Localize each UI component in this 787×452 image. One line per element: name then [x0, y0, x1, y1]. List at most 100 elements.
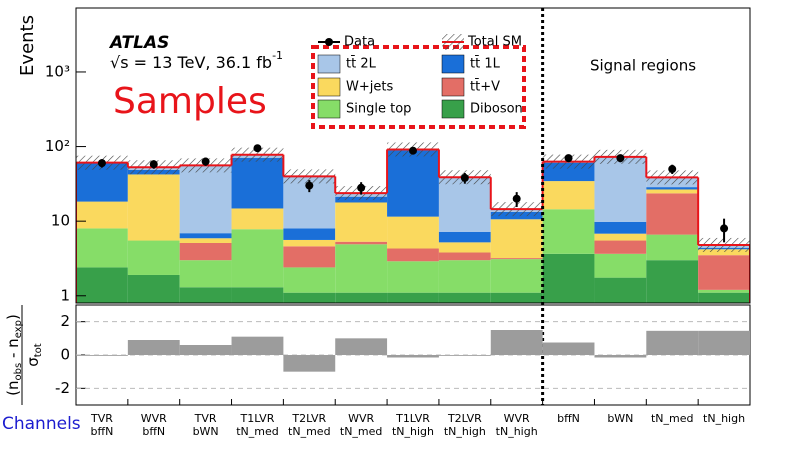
bar-segment — [438, 177, 491, 232]
bar-segment — [127, 240, 180, 275]
y-tick-label: 10 — [51, 212, 70, 230]
legend-label: Single top — [346, 102, 411, 117]
ratio-y-tick-label: -2 — [55, 379, 70, 397]
legend-label: tt̄ 2L — [346, 56, 377, 71]
x-tick-label: T2LVR — [291, 412, 326, 425]
data-point — [149, 160, 158, 169]
data-point — [357, 183, 366, 192]
data-point — [409, 146, 417, 155]
legend-label: W+jets — [346, 80, 393, 95]
y-axis-label: Events — [17, 15, 38, 76]
bar-segment — [542, 209, 595, 254]
samples-label: Samples — [113, 81, 267, 122]
data-point — [668, 165, 677, 174]
x-tick-label: tN_med — [236, 425, 279, 438]
bar-segment — [698, 249, 750, 256]
bar-segment — [438, 242, 491, 253]
x-tick-label: T1LVR — [240, 412, 275, 425]
ratio-bar — [646, 330, 699, 355]
y-tick-label: 10³ — [45, 62, 70, 80]
x-tick-label: WVR — [348, 412, 374, 425]
bar-segment — [127, 274, 180, 303]
bar-segment — [231, 208, 284, 230]
ratio-y-label: (nobs - nexp) σtot — [4, 305, 44, 405]
bar-segment — [387, 292, 439, 303]
bar-segment — [594, 253, 647, 278]
bar-segment — [387, 261, 439, 293]
bar-segment — [283, 292, 336, 303]
bar-segment — [127, 174, 180, 241]
bar-segment — [594, 240, 647, 254]
legend-swatch — [317, 77, 341, 97]
bar-segment — [490, 219, 543, 259]
data-point — [564, 154, 573, 163]
experiment-label: ATLAS — [108, 33, 169, 53]
ratio-bar — [76, 355, 128, 356]
bar-segment — [490, 292, 543, 303]
x-tick-label: tN_med — [340, 425, 383, 438]
energy-label: √s = 13 TeV, 36.1 fb-1 — [110, 49, 283, 72]
legend-label: tt̄ 1L — [470, 56, 501, 71]
bar-segment — [231, 287, 284, 303]
bar-segment — [179, 260, 232, 288]
legend-swatch — [441, 77, 465, 97]
y-tick-label: 1 — [60, 286, 70, 304]
x-tick-label: bWN — [193, 425, 219, 438]
legend-label: Total SM — [467, 35, 522, 50]
ratio-bar — [387, 355, 439, 358]
bar-segment — [76, 201, 128, 229]
bar-segment — [438, 231, 491, 243]
ratio-bar — [490, 330, 543, 355]
bar-segment — [179, 242, 232, 261]
x-axis-label: Channels — [2, 414, 81, 434]
data-point — [512, 194, 521, 203]
bar-segment — [231, 157, 284, 209]
bar-segment — [698, 289, 750, 293]
x-tick-label: bffN — [557, 412, 580, 425]
legend-total-hatch — [442, 42, 464, 50]
legend-swatch — [317, 99, 341, 119]
x-tick-label: tN_med — [651, 412, 694, 425]
bar-segment — [283, 239, 336, 247]
bar-segment — [335, 202, 388, 242]
x-tick-label: TVR — [194, 412, 217, 425]
bar-segment — [179, 238, 232, 243]
ratio-bar — [335, 338, 388, 355]
x-tick-label: WVR — [141, 412, 167, 425]
ratio-bar — [542, 342, 595, 355]
ratio-bar — [283, 355, 336, 372]
ratio-y-label-numerator: (nobs - nexp) — [4, 314, 25, 396]
legend-label: Data — [344, 35, 375, 50]
ratio-bar — [594, 355, 647, 358]
legend-swatch — [317, 54, 341, 74]
x-tick-label: tN_high — [392, 425, 434, 438]
regions-label: Signal regions — [590, 57, 696, 75]
bar-segment — [646, 187, 699, 190]
ratio-y-tick-label: 2 — [60, 312, 70, 330]
ratio-bar — [179, 345, 232, 355]
data-point — [253, 144, 262, 153]
data-point — [305, 181, 314, 190]
bar-segment — [179, 165, 232, 234]
bar-segment — [335, 292, 388, 303]
legend-label: tt̄+V — [470, 79, 500, 94]
x-tick-label: bffN — [142, 425, 165, 438]
x-tick-label: TVR — [90, 412, 113, 425]
ratio-bar — [127, 340, 180, 355]
bar-segment — [542, 253, 595, 303]
bar-segment — [76, 267, 128, 303]
legend-data-marker — [325, 38, 333, 46]
bar-segment — [387, 248, 439, 262]
bar-segment — [646, 234, 699, 261]
bar-segment — [283, 267, 336, 293]
bar-segment — [646, 193, 699, 235]
bar-segment — [490, 258, 543, 260]
data-point — [97, 159, 106, 168]
x-tick-label: bffN — [91, 425, 114, 438]
bar-segment — [542, 181, 595, 210]
bar-segment — [646, 189, 699, 194]
main-frame — [75, 7, 751, 304]
bar-segment — [335, 244, 388, 293]
bar-segment — [438, 252, 491, 261]
